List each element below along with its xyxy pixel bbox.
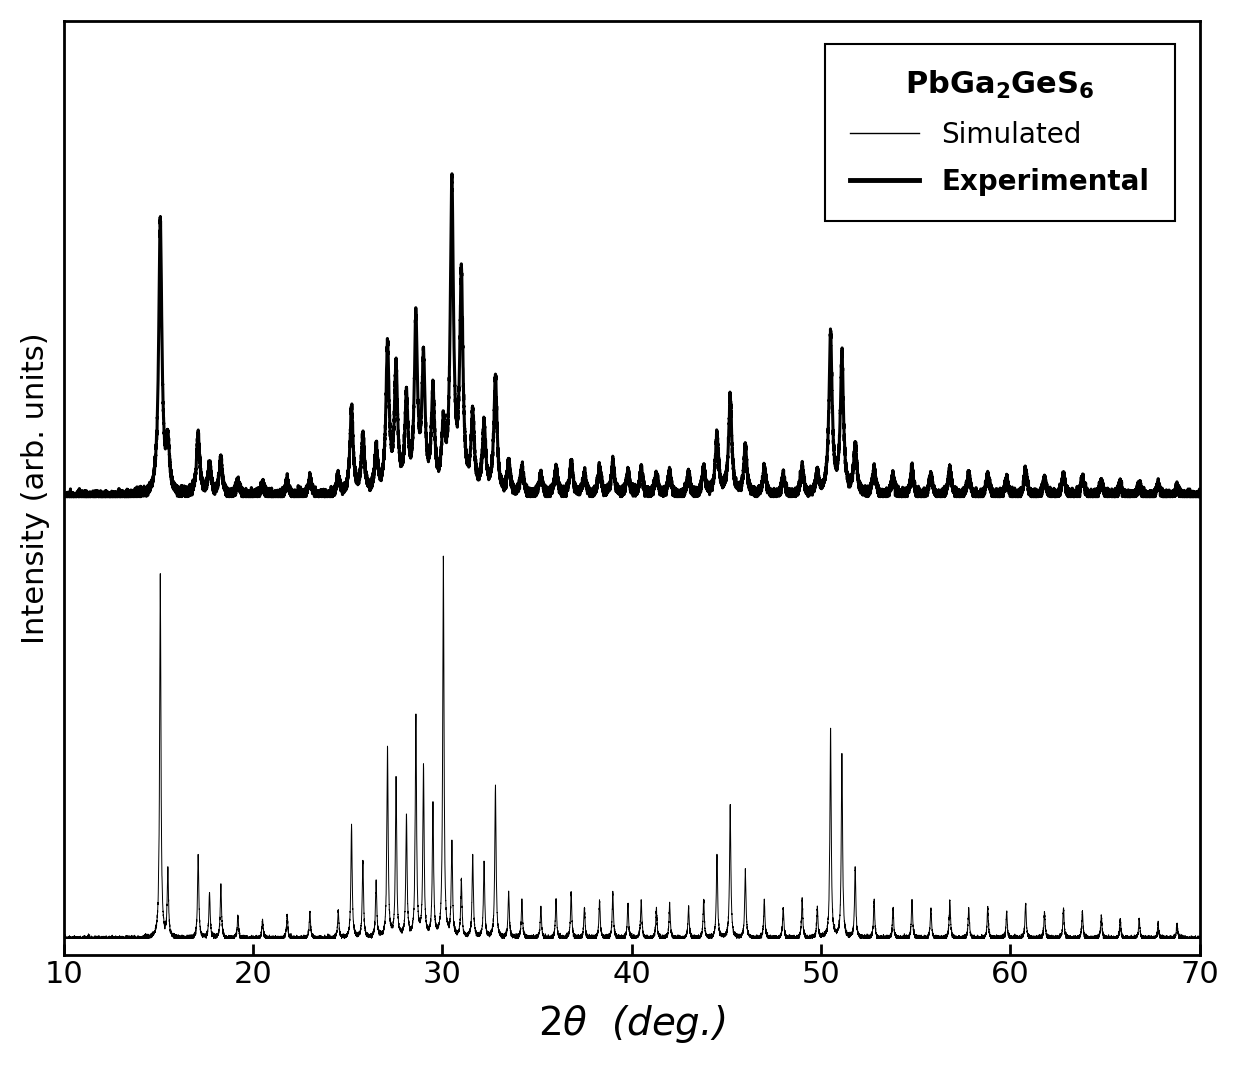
Legend: Simulated, Experimental: Simulated, Experimental <box>825 44 1174 221</box>
X-axis label: $2\theta$  (deg.): $2\theta$ (deg.) <box>538 1003 725 1045</box>
Y-axis label: Intensity (arb. units): Intensity (arb. units) <box>21 333 50 644</box>
